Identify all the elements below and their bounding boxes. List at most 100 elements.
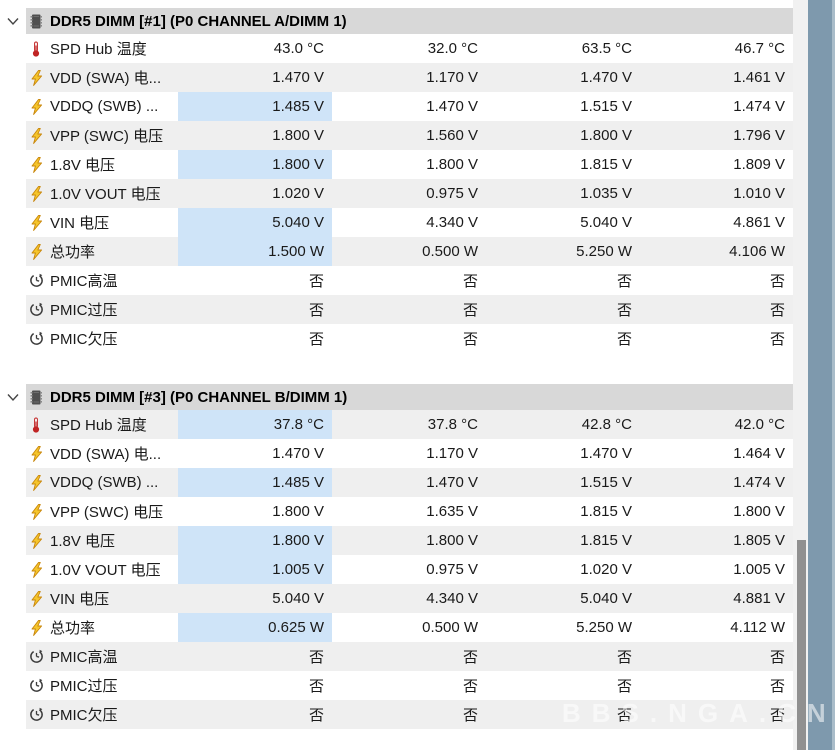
sensor-value: 37.8 °C xyxy=(178,410,332,439)
sensor-value: 否 xyxy=(332,642,486,671)
section-header[interactable]: DDR5 DIMM [#1] (P0 CHANNEL A/DIMM 1) xyxy=(0,8,793,34)
sensor-value: 0.500 W xyxy=(332,237,486,266)
sensor-row[interactable]: 总功率0.625 W0.500 W5.250 W4.112 W xyxy=(0,613,793,642)
sensor-value: 5.040 V xyxy=(178,208,332,237)
sensor-value: 1.800 V xyxy=(178,526,332,555)
tree-gutter xyxy=(0,526,26,555)
sensor-value: 32.0 °C xyxy=(332,34,486,63)
sensor-label-cell: VDD (SWA) 电... xyxy=(26,63,178,92)
bolt-icon xyxy=(28,533,44,549)
sensor-row[interactable]: SPD Hub 温度37.8 °C37.8 °C42.8 °C42.0 °C xyxy=(0,410,793,439)
sensor-value: 1.800 V xyxy=(178,150,332,179)
sensor-value: 1.800 V xyxy=(332,150,486,179)
sensor-value: 1.020 V xyxy=(486,555,640,584)
sensor-value: 否 xyxy=(486,700,640,729)
scrollbar-thumb[interactable] xyxy=(797,540,806,750)
sensor-row[interactable]: 1.8V 电压1.800 V1.800 V1.815 V1.805 V xyxy=(0,526,793,555)
sensor-value: 1.796 V xyxy=(640,121,793,150)
sensor-value: 42.8 °C xyxy=(486,410,640,439)
sensor-label: PMIC高温 xyxy=(50,270,118,291)
sensor-label-cell: 1.8V 电压 xyxy=(26,526,178,555)
tree-gutter xyxy=(0,468,26,497)
tree-gutter xyxy=(0,324,26,353)
sensor-row[interactable]: PMIC高温否否否否 xyxy=(0,642,793,671)
sensor-row[interactable]: PMIC过压否否否否 xyxy=(0,295,793,324)
sensor-row[interactable]: VPP (SWC) 电压1.800 V1.560 V1.800 V1.796 V xyxy=(0,121,793,150)
sensor-label: VPP (SWC) 电压 xyxy=(50,125,163,146)
sensor-value: 否 xyxy=(332,295,486,324)
vertical-scrollbar[interactable] xyxy=(793,0,808,750)
sensor-label: PMIC欠压 xyxy=(50,704,118,725)
bolt-icon xyxy=(28,215,44,231)
sensor-row[interactable]: PMIC过压否否否否 xyxy=(0,671,793,700)
section-header-band: DDR5 DIMM [#3] (P0 CHANNEL B/DIMM 1) xyxy=(26,384,793,410)
clock-icon xyxy=(28,649,44,665)
sensor-value: 1.800 V xyxy=(486,121,640,150)
sensor-label: PMIC过压 xyxy=(50,675,118,696)
sensor-label-cell: 1.8V 电压 xyxy=(26,150,178,179)
tree-gutter xyxy=(0,700,26,729)
sensor-label: VDD (SWA) 电... xyxy=(50,443,161,464)
sensor-row[interactable]: 总功率1.500 W0.500 W5.250 W4.106 W xyxy=(0,237,793,266)
tree-gutter xyxy=(0,266,26,295)
sensor-value: 4.881 V xyxy=(640,584,793,613)
tree-gutter xyxy=(0,555,26,584)
sensor-value: 42.0 °C xyxy=(640,410,793,439)
bolt-icon xyxy=(28,186,44,202)
sensor-row[interactable]: 1.8V 电压1.800 V1.800 V1.815 V1.809 V xyxy=(0,150,793,179)
sensor-label-cell: 总功率 xyxy=(26,613,178,642)
sensor-value: 5.040 V xyxy=(486,584,640,613)
sensor-row[interactable]: PMIC欠压否否否否 xyxy=(0,324,793,353)
sensor-label: 1.8V 电压 xyxy=(50,530,115,551)
sensor-label: 1.8V 电压 xyxy=(50,154,115,175)
expand-chevron-icon[interactable] xyxy=(5,389,21,405)
bolt-icon xyxy=(28,620,44,636)
tree-gutter xyxy=(0,92,26,121)
section-gap xyxy=(0,353,793,384)
sensor-value: 1.515 V xyxy=(486,468,640,497)
sensor-value: 1.815 V xyxy=(486,150,640,179)
sensor-value: 1.010 V xyxy=(640,179,793,208)
sensor-value: 否 xyxy=(486,266,640,295)
tree-gutter xyxy=(0,63,26,92)
memory-chip-icon xyxy=(28,389,44,405)
sensor-value: 1.809 V xyxy=(640,150,793,179)
sensor-value: 4.112 W xyxy=(640,613,793,642)
sensor-row[interactable]: VIN 电压5.040 V4.340 V5.040 V4.881 V xyxy=(0,584,793,613)
sensor-row[interactable]: 1.0V VOUT 电压1.005 V0.975 V1.020 V1.005 V xyxy=(0,555,793,584)
sensor-value: 1.815 V xyxy=(486,497,640,526)
sensor-row[interactable]: VDDQ (SWB) ...1.485 V1.470 V1.515 V1.474… xyxy=(0,92,793,121)
sensor-row[interactable]: VDD (SWA) 电...1.470 V1.170 V1.470 V1.464… xyxy=(0,439,793,468)
tree-gutter xyxy=(0,121,26,150)
tree-gutter xyxy=(0,642,26,671)
bolt-icon xyxy=(28,562,44,578)
sensor-value: 1.635 V xyxy=(332,497,486,526)
sensor-label-cell: PMIC过压 xyxy=(26,295,178,324)
sensor-value: 63.5 °C xyxy=(486,34,640,63)
section-title: DDR5 DIMM [#1] (P0 CHANNEL A/DIMM 1) xyxy=(50,13,347,30)
tree-gutter xyxy=(0,8,26,34)
sensor-row[interactable]: VIN 电压5.040 V4.340 V5.040 V4.861 V xyxy=(0,208,793,237)
section-header[interactable]: DDR5 DIMM [#3] (P0 CHANNEL B/DIMM 1) xyxy=(0,384,793,410)
expand-chevron-icon[interactable] xyxy=(5,13,21,29)
sensor-value: 1.170 V xyxy=(332,63,486,92)
sensor-row[interactable]: PMIC欠压否否否否 xyxy=(0,700,793,729)
sensor-row[interactable]: VDDQ (SWB) ...1.485 V1.470 V1.515 V1.474… xyxy=(0,468,793,497)
sensor-value: 否 xyxy=(640,700,793,729)
sensor-table: DDR5 DIMM [#1] (P0 CHANNEL A/DIMM 1) SPD … xyxy=(0,0,793,729)
sensor-row[interactable]: VPP (SWC) 电压1.800 V1.635 V1.815 V1.800 V xyxy=(0,497,793,526)
sensor-row[interactable]: SPD Hub 温度43.0 °C32.0 °C63.5 °C46.7 °C xyxy=(0,34,793,63)
sensor-value: 4.340 V xyxy=(332,208,486,237)
sensor-row[interactable]: PMIC高温否否否否 xyxy=(0,266,793,295)
sensor-value: 1.470 V xyxy=(178,63,332,92)
sensor-label-cell: SPD Hub 温度 xyxy=(26,34,178,63)
sensor-label-cell: VDDQ (SWB) ... xyxy=(26,92,178,121)
sensor-row[interactable]: 1.0V VOUT 电压1.020 V0.975 V1.035 V1.010 V xyxy=(0,179,793,208)
sensor-row[interactable]: VDD (SWA) 电...1.470 V1.170 V1.470 V1.461… xyxy=(0,63,793,92)
sensor-value: 0.625 W xyxy=(178,613,332,642)
sensor-value: 1.461 V xyxy=(640,63,793,92)
sensor-value: 1.485 V xyxy=(178,468,332,497)
sensor-value: 否 xyxy=(178,642,332,671)
sensor-value: 1.470 V xyxy=(486,63,640,92)
sensor-value: 46.7 °C xyxy=(640,34,793,63)
